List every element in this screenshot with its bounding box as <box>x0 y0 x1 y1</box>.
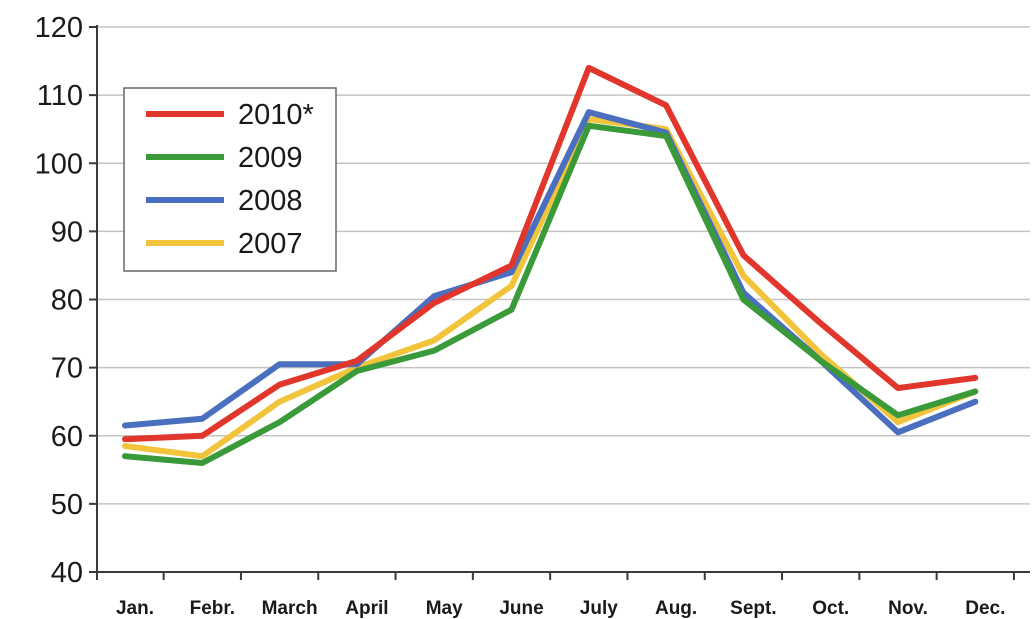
y-tick-label: 90 <box>51 216 83 248</box>
y-tick-label: 40 <box>51 557 83 589</box>
y-tick-label: 50 <box>51 489 83 521</box>
x-tick-label: Sept. <box>730 598 776 619</box>
x-tick-label: April <box>345 598 388 619</box>
series-line-2010 <box>122 64 979 443</box>
legend-label: 2010* <box>238 99 314 131</box>
x-tick-label: Aug. <box>655 598 697 619</box>
x-tick-label: Jan. <box>116 598 154 619</box>
x-tick-label: Nov. <box>888 598 928 619</box>
y-tick-label: 60 <box>51 421 83 453</box>
x-tick-label: July <box>580 598 618 619</box>
series-lines <box>122 64 979 466</box>
legend-label: 2008 <box>238 185 303 217</box>
x-tick-label: March <box>262 598 318 619</box>
x-tick-label: June <box>499 598 543 619</box>
series-line-2009 <box>122 122 979 466</box>
x-tick-label: May <box>426 598 463 619</box>
x-tick-label: Dec. <box>965 598 1005 619</box>
legend: 2010* 2009 2008 2007 <box>123 87 337 272</box>
y-tick-label: 120 <box>35 12 83 44</box>
x-tick-label: Febr. <box>190 598 235 619</box>
y-tick-label: 110 <box>37 80 83 112</box>
series-line-2007 <box>122 115 979 460</box>
y-tick-label: 80 <box>51 285 83 317</box>
y-tick-label: 70 <box>51 353 83 385</box>
legend-label: 2009 <box>238 142 303 174</box>
axes: 40 50 60 70 80 90 100 110 120 Jan. Febr. March April… <box>35 12 1030 619</box>
legend-label: 2007 <box>238 228 303 260</box>
x-tick-label: Oct. <box>812 598 849 619</box>
y-tick-label: 100 <box>35 148 83 180</box>
